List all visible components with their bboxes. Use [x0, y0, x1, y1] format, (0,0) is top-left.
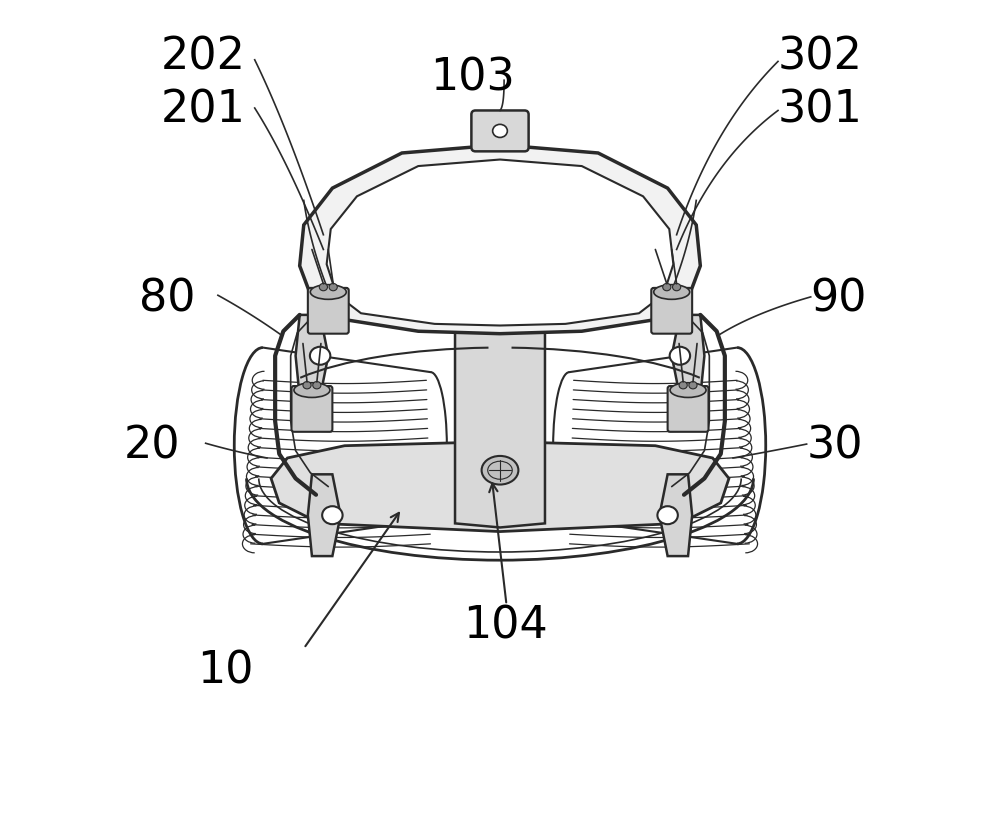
Text: 10: 10 — [197, 649, 254, 692]
Text: 20: 20 — [124, 425, 180, 468]
Text: 103: 103 — [430, 56, 515, 99]
Polygon shape — [672, 315, 704, 396]
Ellipse shape — [294, 382, 330, 397]
Text: 201: 201 — [161, 89, 246, 132]
Ellipse shape — [482, 456, 518, 485]
Text: 30: 30 — [807, 425, 863, 468]
Ellipse shape — [310, 285, 346, 299]
Ellipse shape — [322, 506, 343, 525]
Ellipse shape — [670, 382, 706, 397]
Ellipse shape — [329, 283, 337, 291]
FancyBboxPatch shape — [291, 386, 332, 432]
Ellipse shape — [313, 382, 321, 389]
Ellipse shape — [689, 382, 697, 389]
Ellipse shape — [679, 382, 687, 389]
Text: 202: 202 — [161, 36, 246, 78]
Ellipse shape — [657, 506, 678, 525]
Ellipse shape — [670, 347, 690, 365]
Polygon shape — [327, 159, 673, 325]
Ellipse shape — [303, 382, 311, 389]
FancyBboxPatch shape — [471, 111, 529, 151]
Ellipse shape — [673, 283, 681, 291]
Text: 80: 80 — [139, 277, 195, 320]
Text: 90: 90 — [811, 277, 867, 320]
Text: 104: 104 — [463, 604, 548, 647]
Ellipse shape — [310, 347, 330, 365]
Ellipse shape — [319, 283, 327, 291]
Ellipse shape — [493, 125, 507, 137]
Polygon shape — [308, 474, 341, 556]
FancyBboxPatch shape — [651, 288, 692, 334]
Polygon shape — [271, 442, 729, 532]
FancyBboxPatch shape — [668, 386, 709, 432]
Polygon shape — [455, 308, 545, 528]
Ellipse shape — [663, 283, 671, 291]
Polygon shape — [659, 474, 692, 556]
Text: 301: 301 — [778, 89, 863, 132]
Polygon shape — [296, 315, 328, 396]
FancyBboxPatch shape — [308, 288, 349, 334]
Text: 302: 302 — [778, 36, 863, 78]
Polygon shape — [300, 145, 700, 334]
Ellipse shape — [654, 285, 690, 299]
